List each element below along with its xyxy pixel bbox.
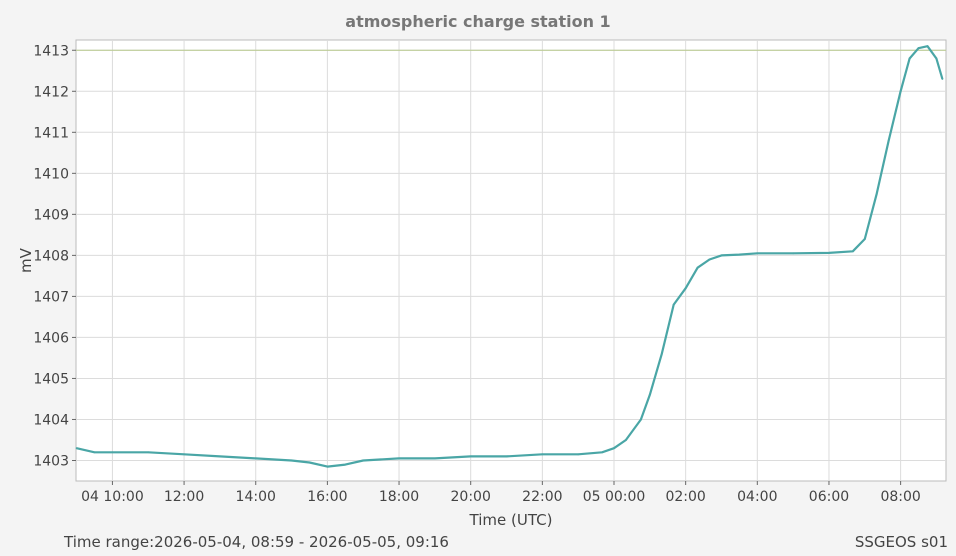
series-point — [908, 57, 911, 60]
series-point — [308, 461, 311, 464]
series-point — [613, 447, 615, 450]
series-point — [505, 455, 508, 458]
series-point — [111, 451, 114, 454]
x-tick-label: 05 00:00 — [583, 489, 646, 505]
x-tick-label: 14:00 — [236, 489, 276, 505]
series-point — [290, 459, 293, 462]
series-point — [577, 453, 580, 456]
series-point — [254, 457, 257, 460]
y-tick-label: 1405 — [33, 371, 69, 387]
y-tick-label: 1409 — [33, 207, 69, 223]
series-point — [326, 465, 329, 468]
series-point — [660, 352, 663, 355]
series-point — [469, 455, 472, 458]
series-point — [219, 455, 221, 458]
series-point — [147, 451, 150, 454]
series-point — [899, 90, 902, 93]
series-point — [183, 453, 185, 456]
x-tick-label: 08:00 — [880, 489, 920, 505]
y-tick-label: 1404 — [33, 412, 69, 428]
x-tick-label: 12:00 — [164, 489, 204, 505]
series-point — [887, 139, 890, 142]
series-point — [601, 451, 603, 454]
plot-area — [75, 39, 947, 482]
series-point — [926, 45, 929, 48]
series-point — [756, 252, 759, 255]
y-tick-label: 1412 — [33, 84, 69, 100]
x-tick-label: 04:00 — [737, 489, 777, 505]
series-point — [433, 457, 436, 460]
series-point — [875, 192, 878, 195]
series-point — [639, 418, 642, 421]
y-tick-label: 1411 — [33, 125, 69, 141]
y-axis-label: mV — [17, 247, 35, 273]
series-point — [648, 393, 651, 396]
series-point — [625, 439, 627, 441]
series-point — [738, 253, 741, 256]
series-point — [696, 266, 699, 269]
series-point — [828, 252, 830, 254]
time-range-label: Time range:2026-05-04, 08:59 - 2026-05-0… — [64, 533, 449, 551]
y-tick-label: 1410 — [33, 166, 69, 182]
series-point — [398, 457, 400, 460]
y-tick-label: 1408 — [33, 248, 69, 264]
series-point — [684, 287, 687, 290]
y-tick-label: 1413 — [33, 43, 69, 59]
series-point — [792, 252, 795, 255]
chart-svg: 1403 1404 1405 1406 1407 1408 1409 1410 1411 1412… — [17, 39, 947, 529]
y-tick-label: 1407 — [33, 289, 69, 305]
x-axis-label: Time (UTC) — [469, 511, 553, 529]
chart-title: atmospheric charge station 1 — [345, 12, 611, 31]
x-tick-label: 02:00 — [665, 489, 705, 505]
series-point — [708, 258, 711, 261]
series-point — [917, 47, 920, 50]
series-point — [344, 463, 347, 466]
series-point — [720, 254, 723, 257]
x-tick-label: 04 10:00 — [81, 489, 144, 505]
source-label: SSGEOS s01 — [854, 533, 948, 551]
series-point — [941, 78, 944, 80]
y-tick-label: 1403 — [33, 453, 69, 469]
series-point — [541, 453, 544, 456]
series-point — [75, 447, 78, 450]
x-tick-label: 22:00 — [522, 489, 562, 505]
x-tick-label: 06:00 — [809, 489, 849, 505]
x-tick-label: 16:00 — [307, 489, 347, 505]
series-point — [672, 303, 675, 306]
y-tick-label: 1406 — [33, 330, 69, 346]
series-point — [935, 57, 938, 60]
series-point — [851, 250, 854, 253]
series-point — [863, 238, 866, 240]
series-point — [362, 459, 365, 462]
series-point — [93, 451, 96, 454]
x-tick-label: 20:00 — [451, 489, 491, 505]
x-tick-label: 18:00 — [379, 489, 419, 505]
